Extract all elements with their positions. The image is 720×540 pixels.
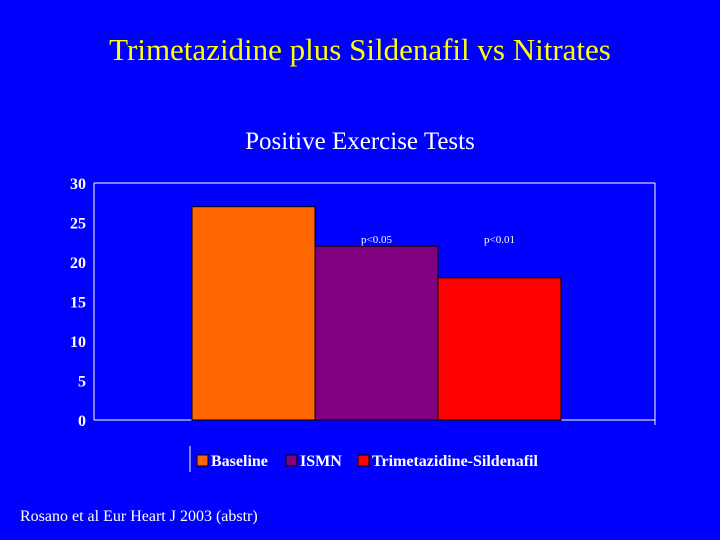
legend-label: Trimetazidine-Sildenafil (372, 453, 538, 470)
legend-swatch (357, 454, 370, 467)
legend-swatch (196, 454, 209, 467)
bar-0 (191, 206, 316, 421)
legend-label: ISMN (300, 453, 342, 470)
y-tick-label: 30 (70, 176, 86, 193)
y-tick-label: 25 (70, 216, 86, 233)
legend-swatch (285, 454, 298, 467)
citation-footer: Rosano et al Eur Heart J 2003 (abstr) (20, 508, 258, 525)
significance-annotation: p<0.05 (361, 234, 392, 246)
slide-title: Trimetazidine plus Sildenafil vs Nitrate… (109, 32, 611, 67)
significance-annotation: p<0.01 (484, 234, 515, 246)
legend-label: Baseline (211, 453, 268, 470)
bar-1 (314, 245, 439, 421)
y-tick-label: 15 (70, 295, 86, 312)
y-tick-label: 0 (78, 413, 86, 430)
chart-title: Positive Exercise Tests (245, 128, 475, 155)
y-tick-label: 20 (70, 255, 86, 272)
y-tick-label: 10 (70, 334, 86, 351)
bar-2 (437, 277, 562, 421)
y-tick-label: 5 (78, 374, 86, 391)
